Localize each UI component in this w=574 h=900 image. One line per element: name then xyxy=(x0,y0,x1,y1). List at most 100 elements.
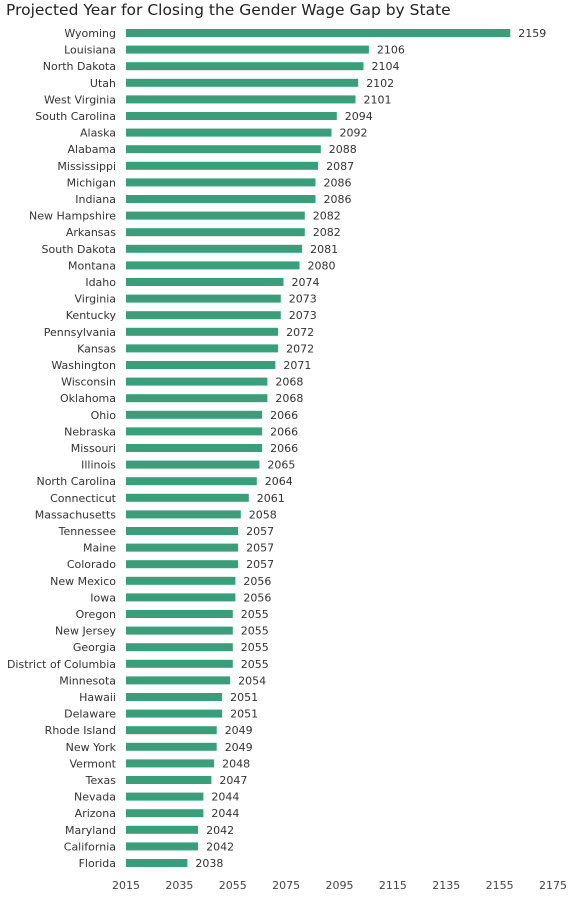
category-label: Pennsylvania xyxy=(44,326,116,339)
category-label: Georgia xyxy=(73,641,116,654)
value-label: 2061 xyxy=(257,492,285,505)
category-label: Illinois xyxy=(81,459,116,472)
category-label: Iowa xyxy=(90,591,116,604)
value-label: 2106 xyxy=(377,44,405,57)
bar xyxy=(126,62,364,71)
value-label: 2092 xyxy=(340,127,368,140)
value-label: 2104 xyxy=(372,60,400,73)
category-label: Rhode Island xyxy=(45,724,116,737)
x-tick-label: 2015 xyxy=(112,879,140,892)
value-label: 2057 xyxy=(246,525,274,538)
value-label: 2055 xyxy=(241,608,269,621)
x-tick-label: 2095 xyxy=(326,879,354,892)
category-label: West Virginia xyxy=(44,93,116,106)
value-label: 2159 xyxy=(518,27,546,40)
category-label: Nebraska xyxy=(64,425,116,438)
bars-layer xyxy=(126,29,511,867)
value-labels: 2159 2106 2104 2102 2101 2094 2092 2088 2087 2086… xyxy=(195,27,546,870)
value-label: 2066 xyxy=(270,409,298,422)
category-label: Louisiana xyxy=(64,44,116,57)
bar xyxy=(126,45,369,54)
category-label: Missouri xyxy=(71,442,116,455)
bar xyxy=(126,128,332,137)
category-label: Maryland xyxy=(65,824,116,837)
bar xyxy=(126,112,337,120)
chart-title: Projected Year for Closing the Gender Wa… xyxy=(6,1,451,19)
bar xyxy=(126,792,204,801)
x-tick-label: 2055 xyxy=(219,879,247,892)
bar xyxy=(126,427,263,436)
category-label: New Jersey xyxy=(55,625,117,638)
value-label: 2054 xyxy=(238,674,266,687)
bar xyxy=(126,842,199,851)
category-label: North Dakota xyxy=(43,60,116,73)
bar xyxy=(126,859,188,867)
value-label: 2068 xyxy=(275,392,303,405)
value-label: 2064 xyxy=(265,475,293,488)
category-label: Mississippi xyxy=(57,160,116,173)
category-label: Michigan xyxy=(67,176,116,189)
bar xyxy=(126,510,241,519)
value-label: 2056 xyxy=(243,591,271,604)
bar xyxy=(126,294,281,303)
bar xyxy=(126,527,239,535)
bar xyxy=(126,726,217,735)
bar xyxy=(126,394,268,403)
x-tick-label: 2135 xyxy=(432,879,460,892)
category-label: Ohio xyxy=(91,409,117,422)
value-label: 2082 xyxy=(313,226,341,239)
bar xyxy=(126,211,305,220)
x-axis-ticks: 2015 2035 2055 2075 2095 2115 2135 2155 2175 xyxy=(112,879,567,892)
bar xyxy=(126,809,204,818)
value-label: 2057 xyxy=(246,558,274,571)
category-label: Montana xyxy=(68,259,116,272)
bar xyxy=(126,410,263,419)
bar xyxy=(126,195,316,203)
category-label: Alabama xyxy=(67,143,116,156)
x-tick-label: 2075 xyxy=(272,879,300,892)
value-label: 2072 xyxy=(286,342,314,355)
bar xyxy=(126,593,236,602)
bar xyxy=(126,178,316,187)
category-label: Oregon xyxy=(76,608,116,621)
value-label: 2071 xyxy=(283,359,311,372)
bar xyxy=(126,676,231,685)
bar xyxy=(126,78,359,87)
x-tick-label: 2175 xyxy=(539,879,567,892)
category-label: Arizona xyxy=(75,807,116,820)
value-label: 2049 xyxy=(225,724,253,737)
category-label: South Dakota xyxy=(42,243,116,256)
value-label: 2066 xyxy=(270,442,298,455)
value-label: 2055 xyxy=(241,641,269,654)
value-label: 2073 xyxy=(289,309,317,322)
value-label: 2038 xyxy=(195,857,223,870)
value-label: 2065 xyxy=(267,459,295,472)
category-label: Indiana xyxy=(75,193,116,206)
value-label: 2044 xyxy=(211,791,239,804)
category-label: New Mexico xyxy=(50,575,116,588)
value-label: 2044 xyxy=(211,807,239,820)
value-label: 2068 xyxy=(275,376,303,389)
bar xyxy=(126,742,217,751)
bar xyxy=(126,244,303,253)
category-label: Texas xyxy=(85,774,117,787)
bar xyxy=(126,626,233,635)
category-label: District of Columbia xyxy=(7,658,116,671)
bar xyxy=(126,361,276,369)
x-tick-label: 2035 xyxy=(165,879,193,892)
value-label: 2058 xyxy=(249,508,277,521)
category-label: Maine xyxy=(83,542,116,555)
category-label: Utah xyxy=(90,77,116,90)
category-label: Washington xyxy=(51,359,116,372)
bar xyxy=(126,709,223,718)
value-label: 2049 xyxy=(225,741,253,754)
bar xyxy=(126,311,281,320)
category-labels: Wyoming Louisiana North Dakota Utah West Vir… xyxy=(7,27,117,870)
category-label: Hawaii xyxy=(79,691,116,704)
category-label: Minnesota xyxy=(59,674,116,687)
bar xyxy=(126,95,356,104)
category-label: Idaho xyxy=(85,276,116,289)
bar xyxy=(126,643,233,652)
value-label: 2102 xyxy=(366,77,394,90)
